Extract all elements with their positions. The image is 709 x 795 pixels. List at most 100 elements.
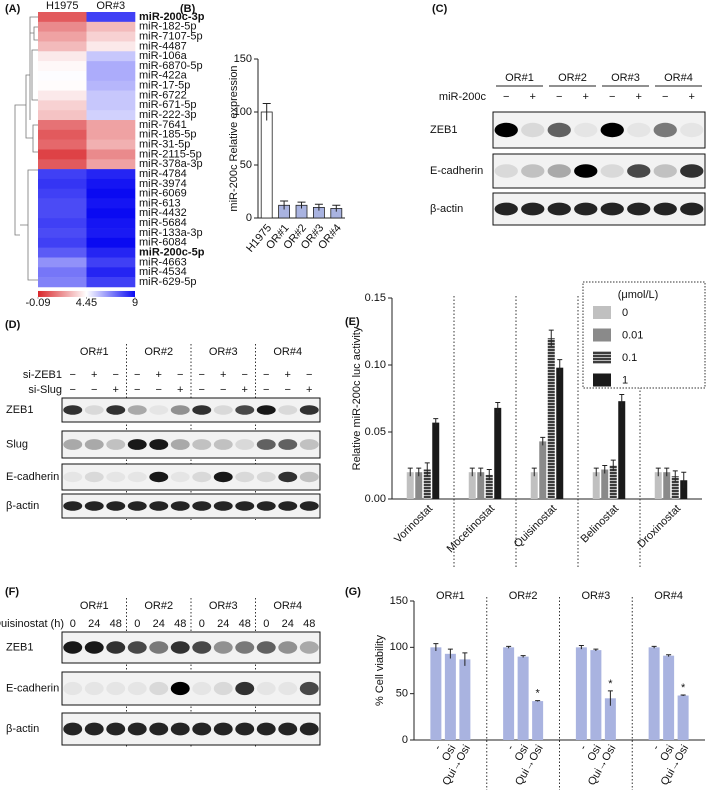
condition-mark: + xyxy=(689,91,695,103)
heat-cell xyxy=(38,267,87,278)
legend-swatch xyxy=(593,351,611,364)
blot-band xyxy=(213,641,233,654)
lane-group-label: OR#4 xyxy=(664,72,693,84)
blot-band xyxy=(299,471,319,483)
error-bar xyxy=(297,201,306,209)
bar xyxy=(539,441,547,499)
blot-band xyxy=(600,122,624,138)
bar xyxy=(575,647,587,740)
bar xyxy=(406,472,414,499)
annotation: * xyxy=(681,682,686,694)
colorbar-label: 4.45 xyxy=(76,297,97,309)
error-bar xyxy=(531,467,537,477)
colorbar xyxy=(38,290,135,297)
y-axis-label: Relative miR-200c luc activity xyxy=(351,326,363,470)
row-label: miR-6069 xyxy=(139,188,187,200)
error-bar xyxy=(433,418,439,427)
bar xyxy=(618,401,626,499)
heat-cell xyxy=(86,80,136,91)
lane-group-label: OR#1 xyxy=(505,72,534,84)
x-tick-label: Quisinostat xyxy=(512,503,559,550)
error-bar xyxy=(469,467,475,477)
blot-band xyxy=(149,641,169,654)
error-bar xyxy=(495,402,501,414)
heat-cell xyxy=(38,31,87,42)
heat-cell xyxy=(86,31,136,42)
condition-mark: − xyxy=(306,369,312,381)
condition-mark: 0 xyxy=(263,618,269,630)
blot-band xyxy=(299,641,319,654)
heat-cell xyxy=(86,41,136,52)
condition-label: si-Slug xyxy=(28,384,62,396)
blot-band xyxy=(653,122,677,138)
blot-band xyxy=(547,164,571,178)
error-bar xyxy=(593,467,599,477)
blot-band xyxy=(574,164,598,178)
blot-band xyxy=(192,722,212,736)
legend-swatch xyxy=(593,328,611,342)
blot-band xyxy=(680,164,704,178)
row-label: miR-4663 xyxy=(139,256,187,268)
blot-band xyxy=(213,405,233,415)
blot-band xyxy=(106,722,126,736)
bar xyxy=(601,469,609,499)
error-bar xyxy=(607,690,613,706)
legend-label: 1 xyxy=(622,374,628,386)
row-label: miR-613 xyxy=(139,197,181,209)
row-label: miR-4534 xyxy=(139,266,187,278)
bar xyxy=(680,480,688,499)
error-bar xyxy=(478,467,484,477)
blot-band xyxy=(63,439,83,450)
blot-band xyxy=(521,164,545,178)
bar xyxy=(592,472,600,499)
blot-band xyxy=(192,501,212,511)
blot-band xyxy=(278,439,298,450)
row-label: miR-17-5p xyxy=(139,80,190,92)
row-label: miR-422a xyxy=(139,70,188,82)
row-label: miR-4487 xyxy=(139,40,187,52)
blot-band xyxy=(574,122,598,138)
blot-band xyxy=(235,681,255,696)
blot-band xyxy=(127,439,147,450)
condition-mark: 48 xyxy=(110,618,122,630)
blot-band xyxy=(106,439,126,450)
blot-band xyxy=(149,501,169,511)
blot-band xyxy=(149,722,169,736)
error-bar xyxy=(619,393,625,408)
legend-title: (μmol/L) xyxy=(618,289,659,301)
heat-cell xyxy=(86,257,136,268)
bar xyxy=(415,472,423,499)
blot-band xyxy=(494,202,518,216)
y-tick-label: 50 xyxy=(396,688,408,700)
heat-cell xyxy=(38,120,87,131)
protein-label: ZEB1 xyxy=(430,124,458,136)
blot-band xyxy=(278,501,298,511)
blot-band xyxy=(256,501,276,511)
error-bar xyxy=(593,648,599,652)
row-label: miR-200c-5p xyxy=(139,246,205,258)
blot-band xyxy=(213,501,233,511)
blot-band xyxy=(127,641,147,654)
blot-band xyxy=(127,471,147,483)
column-label: H1975 xyxy=(46,0,78,12)
heat-cell xyxy=(86,169,136,180)
blot-band xyxy=(256,722,276,736)
blot-band xyxy=(600,202,624,216)
legend-label: 0.1 xyxy=(622,352,637,364)
error-bar xyxy=(578,644,584,650)
bar xyxy=(547,338,555,499)
error-bar xyxy=(447,648,453,659)
dendrogram xyxy=(14,16,38,281)
blot-band xyxy=(84,681,104,696)
blot-band xyxy=(680,202,704,216)
blot-band xyxy=(521,122,545,138)
protein-label: β-actin xyxy=(430,203,463,215)
condition-mark: + xyxy=(177,384,183,396)
blot-band xyxy=(84,439,104,450)
error-bar xyxy=(602,465,608,474)
heat-cell xyxy=(86,51,136,62)
condition-mark: + xyxy=(242,384,248,396)
blot-band xyxy=(170,681,190,696)
row-label: miR-2115-5p xyxy=(139,148,202,160)
y-tick-label: 150 xyxy=(390,595,408,607)
